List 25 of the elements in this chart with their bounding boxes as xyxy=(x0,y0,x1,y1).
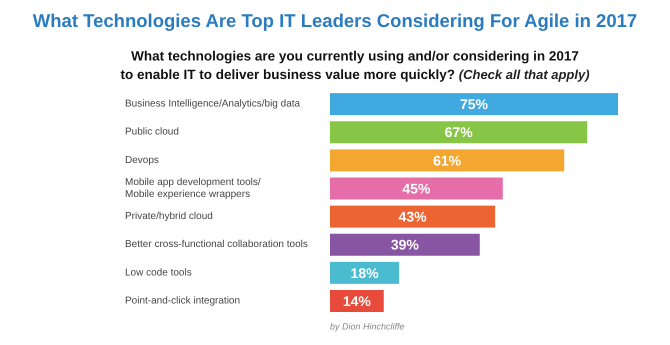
data-label: 18% xyxy=(350,264,380,281)
bar xyxy=(330,149,564,172)
y-tick-label: Business Intelligence/Analytics/big data xyxy=(125,98,301,110)
data-label: 39% xyxy=(390,236,420,253)
data-label: 61% xyxy=(433,152,462,168)
data-label: 43% xyxy=(398,208,428,225)
bar xyxy=(330,234,480,256)
data-label: 75% xyxy=(460,96,489,112)
text: by Dion Hinchcliffe xyxy=(330,322,405,332)
y-tick-label: Better cross-functional collaboration tools xyxy=(125,239,308,250)
bar xyxy=(330,206,496,228)
bar xyxy=(330,93,618,116)
data-label: 14% xyxy=(342,292,372,309)
y-tick-label: Low code tools xyxy=(125,267,192,278)
bar xyxy=(330,177,503,200)
y-tick-label: Public cloud xyxy=(125,126,179,138)
y-tick-label: Devops xyxy=(125,154,159,166)
y-tick-label: Mobile app development tools/ Mobile experience wrappers xyxy=(125,176,261,200)
data-label: 45% xyxy=(402,180,431,196)
chart-title: What Technologies Are Top IT Leaders Considering For Agile in 2017 xyxy=(32,10,638,31)
bar xyxy=(330,121,588,144)
y-tick-label: Point-and-click integration xyxy=(125,295,240,306)
data-label: 67% xyxy=(444,124,474,140)
y-tick-label: Private/hybrid cloud xyxy=(125,211,213,222)
chart-subtitle: What technologies are you currently using and/or considering in 2017 to enable IT to deliver business value more quickly? (Check all that apply) xyxy=(120,48,590,82)
